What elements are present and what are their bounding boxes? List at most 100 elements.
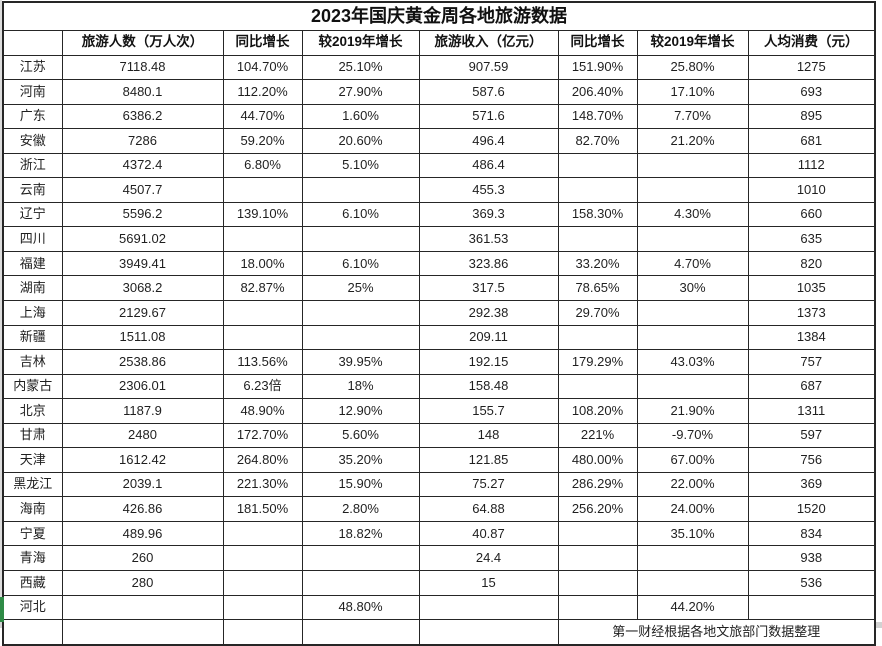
table-title[interactable]: 2023年国庆黄金周各地旅游数据: [2, 1, 876, 31]
data-cell[interactable]: 426.86: [61, 496, 224, 522]
data-cell[interactable]: 286.29%: [557, 471, 638, 498]
data-cell[interactable]: 29.70%: [557, 300, 638, 326]
data-cell[interactable]: 48.90%: [222, 398, 303, 424]
column-header-revenue-vs-2019-growth[interactable]: 较2019年增长: [636, 30, 749, 56]
data-cell[interactable]: 369.3: [418, 201, 559, 228]
empty-cell[interactable]: [301, 619, 420, 646]
data-cell[interactable]: 172.70%: [222, 422, 303, 449]
data-cell[interactable]: 4.30%: [636, 201, 749, 228]
data-cell[interactable]: 148.70%: [557, 103, 638, 130]
cell-province[interactable]: 黑龙江: [2, 471, 63, 498]
data-cell[interactable]: 2538.86: [61, 349, 224, 375]
data-cell[interactable]: 687: [747, 373, 876, 400]
data-cell[interactable]: 221%: [557, 422, 638, 449]
data-cell[interactable]: 486.4: [418, 152, 559, 179]
data-cell[interactable]: 1187.9: [61, 398, 224, 424]
data-cell[interactable]: 938: [747, 545, 876, 572]
data-cell[interactable]: [636, 300, 749, 326]
data-cell[interactable]: [61, 594, 224, 621]
data-cell[interactable]: 22.00%: [636, 471, 749, 498]
column-header-tourism-revenue[interactable]: 旅游收入（亿元）: [418, 30, 559, 56]
data-cell[interactable]: 158.48: [418, 373, 559, 400]
cell-province[interactable]: 河南: [2, 79, 63, 105]
data-cell[interactable]: 179.29%: [557, 349, 638, 375]
data-cell[interactable]: [636, 152, 749, 179]
data-cell[interactable]: 192.15: [418, 349, 559, 375]
data-cell[interactable]: 834: [747, 520, 876, 547]
data-cell[interactable]: 4507.7: [61, 177, 224, 203]
data-cell[interactable]: 757: [747, 349, 876, 375]
data-cell[interactable]: 6.10%: [301, 201, 420, 228]
data-cell[interactable]: 5691.02: [61, 226, 224, 252]
data-cell[interactable]: 206.40%: [557, 79, 638, 105]
data-cell[interactable]: [557, 324, 638, 351]
data-cell[interactable]: 18.00%: [222, 250, 303, 277]
data-cell[interactable]: 18.82%: [301, 520, 420, 547]
cell-province[interactable]: 辽宁: [2, 201, 63, 228]
data-cell[interactable]: 15: [418, 570, 559, 596]
data-cell[interactable]: 480.00%: [557, 447, 638, 473]
data-cell[interactable]: 536: [747, 570, 876, 596]
data-cell[interactable]: 1511.08: [61, 324, 224, 351]
data-cell[interactable]: [557, 545, 638, 572]
data-cell[interactable]: 113.56%: [222, 349, 303, 375]
data-cell[interactable]: 48.80%: [301, 594, 420, 621]
data-cell[interactable]: [222, 324, 303, 351]
data-cell[interactable]: 108.20%: [557, 398, 638, 424]
data-cell[interactable]: 82.87%: [222, 275, 303, 302]
data-cell[interactable]: 2306.01: [61, 373, 224, 400]
data-cell[interactable]: 820: [747, 250, 876, 277]
data-cell[interactable]: 323.86: [418, 250, 559, 277]
data-cell[interactable]: 12.90%: [301, 398, 420, 424]
cell-province[interactable]: 海南: [2, 496, 63, 522]
data-cell[interactable]: [301, 570, 420, 596]
data-cell[interactable]: [301, 226, 420, 252]
data-cell[interactable]: 39.95%: [301, 349, 420, 375]
data-cell[interactable]: 75.27: [418, 471, 559, 498]
data-cell[interactable]: 6.10%: [301, 250, 420, 277]
column-header-revenue-yoy-growth[interactable]: 同比增长: [557, 30, 638, 56]
data-cell[interactable]: [301, 300, 420, 326]
cell-province[interactable]: 内蒙古: [2, 373, 63, 400]
data-cell[interactable]: 1010: [747, 177, 876, 203]
data-cell[interactable]: 33.20%: [557, 250, 638, 277]
cell-province[interactable]: 四川: [2, 226, 63, 252]
data-cell[interactable]: 6386.2: [61, 103, 224, 130]
data-cell[interactable]: 292.38: [418, 300, 559, 326]
data-cell[interactable]: 2.80%: [301, 496, 420, 522]
cell-province[interactable]: 云南: [2, 177, 63, 203]
data-cell[interactable]: 44.70%: [222, 103, 303, 130]
data-cell[interactable]: [222, 177, 303, 203]
column-header-blank[interactable]: [2, 30, 63, 56]
cell-province[interactable]: 青海: [2, 545, 63, 572]
data-cell[interactable]: 455.3: [418, 177, 559, 203]
data-cell[interactable]: 59.20%: [222, 128, 303, 154]
data-cell[interactable]: 112.20%: [222, 79, 303, 105]
cell-province[interactable]: 吉林: [2, 349, 63, 375]
data-cell[interactable]: 121.85: [418, 447, 559, 473]
data-cell[interactable]: 635: [747, 226, 876, 252]
empty-cell[interactable]: [61, 619, 224, 646]
empty-cell[interactable]: [222, 619, 303, 646]
data-cell[interactable]: 27.90%: [301, 79, 420, 105]
data-cell[interactable]: 67.00%: [636, 447, 749, 473]
data-cell[interactable]: 25.80%: [636, 54, 749, 81]
data-cell[interactable]: 264.80%: [222, 447, 303, 473]
data-cell[interactable]: 756: [747, 447, 876, 473]
data-cell[interactable]: 40.87: [418, 520, 559, 547]
cell-province[interactable]: 福建: [2, 250, 63, 277]
data-cell[interactable]: 1520: [747, 496, 876, 522]
data-cell[interactable]: [636, 570, 749, 596]
data-cell[interactable]: 681: [747, 128, 876, 154]
data-cell[interactable]: 25.10%: [301, 54, 420, 81]
data-cell[interactable]: [636, 226, 749, 252]
data-cell[interactable]: 18%: [301, 373, 420, 400]
data-cell[interactable]: 1.60%: [301, 103, 420, 130]
data-cell[interactable]: 5596.2: [61, 201, 224, 228]
data-cell[interactable]: [557, 226, 638, 252]
cell-province[interactable]: 安徽: [2, 128, 63, 154]
data-cell[interactable]: 3068.2: [61, 275, 224, 302]
data-cell[interactable]: 7286: [61, 128, 224, 154]
data-cell[interactable]: 587.6: [418, 79, 559, 105]
data-cell[interactable]: [301, 177, 420, 203]
